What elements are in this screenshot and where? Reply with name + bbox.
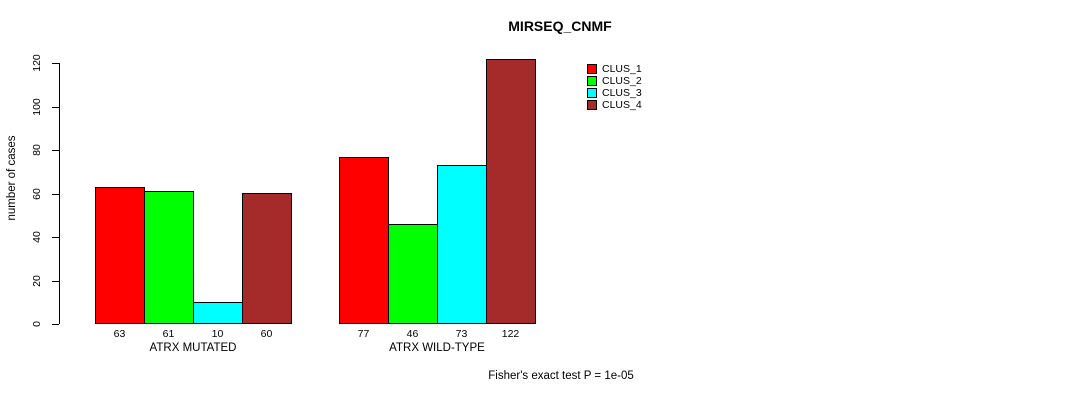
y-tick-label: 40 — [31, 231, 43, 243]
bar-value-label: 10 — [211, 328, 224, 340]
bar-clus-4-group1 — [242, 193, 292, 324]
y-tick-mark — [52, 106, 59, 108]
y-tick-mark — [52, 280, 59, 282]
legend: CLUS_1 CLUS_2 CLUS_3 CLUS_4 — [587, 63, 642, 111]
bar-value-label: 73 — [455, 328, 468, 340]
bar-clus-2-group2 — [388, 224, 438, 324]
y-tick-label: 0 — [31, 321, 43, 327]
y-tick-label: 60 — [31, 187, 43, 200]
y-tick-mark — [52, 63, 59, 64]
y-tick-mark — [52, 150, 59, 151]
y-tick-mark — [52, 237, 59, 238]
bar-clus-4-group2 — [486, 59, 536, 324]
bar-clus-2-group1 — [144, 191, 194, 324]
bar-value-label: 61 — [162, 328, 175, 340]
y-tick-label: 120 — [31, 54, 43, 72]
y-tick-label: 80 — [31, 144, 43, 156]
y-tick-label: 100 — [31, 97, 43, 116]
legend-swatch-icon — [587, 100, 597, 110]
legend-label: CLUS_1 — [602, 63, 642, 75]
bar-value-label: 60 — [260, 328, 273, 340]
y-tick-mark — [52, 193, 59, 195]
bar-clus-1-group1 — [95, 187, 145, 324]
y-tick-mark — [52, 324, 59, 325]
chart-title: MIRSEQ_CNMF — [508, 18, 612, 34]
bar-clus-1-group2 — [339, 157, 389, 324]
legend-swatch-icon — [587, 76, 597, 86]
bar-value-label: 77 — [357, 328, 370, 340]
legend-label: CLUS_2 — [602, 75, 642, 87]
annotation-text: Fisher's exact test P = 1e-05 — [488, 370, 634, 382]
legend-item-clus-3: CLUS_3 — [587, 87, 642, 99]
y-axis-label: number of cases — [6, 135, 18, 221]
legend-swatch-icon — [587, 64, 597, 74]
y-axis-line — [59, 63, 60, 324]
x-group-label-atrx-wild-type: ATRX WILD-TYPE — [389, 342, 485, 354]
bar-value-label: 122 — [501, 328, 520, 340]
legend-item-clus-4: CLUS_4 — [587, 99, 642, 111]
legend-item-clus-1: CLUS_1 — [587, 63, 642, 75]
legend-label: CLUS_3 — [602, 87, 642, 99]
x-group-label-atrx-mutated: ATRX MUTATED — [149, 342, 237, 354]
legend-label: CLUS_4 — [602, 99, 642, 111]
y-tick-label: 20 — [31, 274, 43, 287]
bar-value-label: 46 — [406, 328, 419, 340]
bar-clus-3-group2 — [437, 165, 487, 324]
legend-item-clus-2: CLUS_2 — [587, 75, 642, 87]
legend-swatch-icon — [587, 88, 597, 98]
bar-value-label: 63 — [113, 328, 126, 340]
bar-clus-3-group1 — [193, 302, 243, 324]
